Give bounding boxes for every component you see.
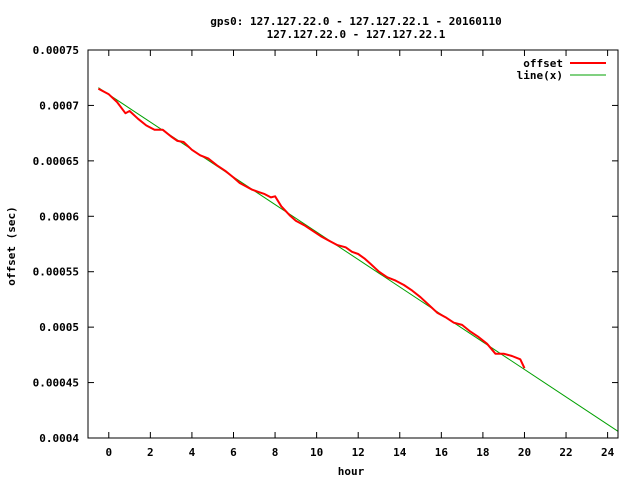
y-tick-label: 0.00065 bbox=[33, 155, 79, 168]
y-tick-label: 0.0005 bbox=[39, 321, 79, 334]
x-axis-label: hour bbox=[338, 465, 365, 478]
x-tick-label: 20 bbox=[518, 446, 531, 459]
x-tick-label: 18 bbox=[476, 446, 489, 459]
series-line-linex bbox=[98, 87, 619, 432]
y-tick-label: 0.00045 bbox=[33, 377, 79, 390]
x-tick-label: 4 bbox=[189, 446, 196, 459]
chart-title-line2: 127.127.22.0 - 127.127.22.1 bbox=[267, 28, 446, 41]
y-tick-label: 0.0006 bbox=[39, 210, 79, 223]
y-tick-label: 0.00055 bbox=[33, 266, 79, 279]
x-tick-label: 16 bbox=[435, 446, 449, 459]
x-tick-label: 8 bbox=[272, 446, 279, 459]
legend: offset line(x) bbox=[517, 57, 606, 82]
y-axis-label: offset (sec) bbox=[5, 206, 18, 285]
x-tick-label: 0 bbox=[105, 446, 112, 459]
y-tick-label: 0.0004 bbox=[39, 432, 79, 445]
legend-label-offset: offset bbox=[523, 57, 563, 70]
x-tick-label: 14 bbox=[393, 446, 407, 459]
plot-lines bbox=[97, 87, 619, 432]
legend-label-linex: line(x) bbox=[517, 69, 563, 82]
x-tick-label: 22 bbox=[559, 446, 572, 459]
x-axis: 0 2 4 6 8 10 12 14 16 18 20 22 24 bbox=[105, 50, 615, 459]
x-tick-label: 24 bbox=[601, 446, 615, 459]
chart-title-line1: gps0: 127.127.22.0 - 127.127.22.1 - 2016… bbox=[210, 15, 501, 28]
series-line-offset bbox=[97, 87, 526, 369]
x-tick-label: 2 bbox=[147, 446, 154, 459]
x-tick-label: 12 bbox=[352, 446, 365, 459]
y-axis: 0.0004 0.00045 0.0005 0.00055 0.0006 0.00065 0… bbox=[33, 44, 618, 445]
y-tick-label: 0.0007 bbox=[39, 99, 79, 112]
y-tick-label: 0.00075 bbox=[33, 44, 79, 57]
x-tick-label: 6 bbox=[230, 446, 237, 459]
plot-frame bbox=[87, 49, 619, 439]
x-tick-label: 10 bbox=[310, 446, 323, 459]
